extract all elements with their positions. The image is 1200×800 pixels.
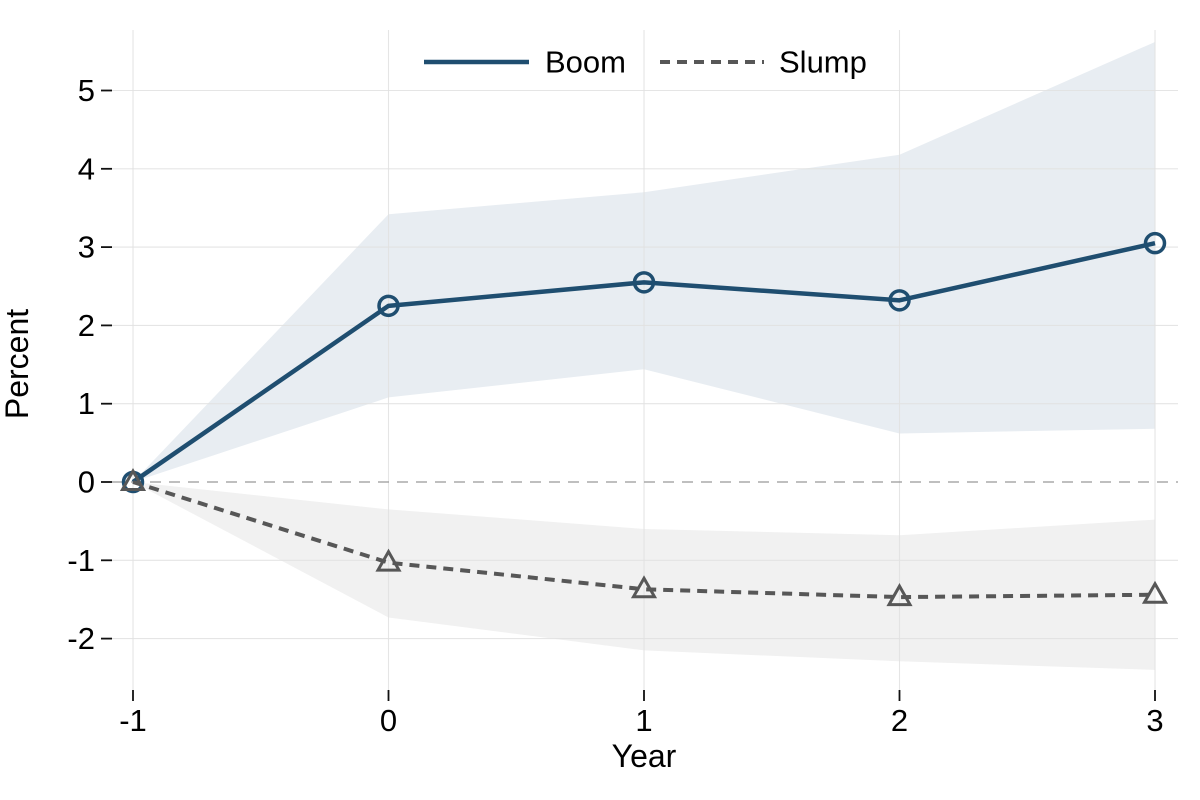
- x-axis-title: Year: [612, 738, 677, 774]
- marker-circle-boom: [632, 271, 656, 294]
- marker-triangle-slump: [375, 548, 402, 572]
- y-tick-label: -1: [67, 543, 95, 578]
- x-tick-label: 2: [891, 703, 908, 738]
- y-tick-label: 4: [78, 151, 95, 186]
- series-line-slump: [132, 480, 1156, 600]
- y-tick-label: 1: [78, 386, 95, 421]
- series-line-boom: [131, 240, 1156, 484]
- x-tick-label: 0: [380, 703, 397, 738]
- y-tick-label: 2: [78, 308, 95, 343]
- marker-triangle-slump: [119, 467, 147, 491]
- marker-triangle-slump: [630, 575, 658, 599]
- marker-triangle-slump: [1141, 580, 1169, 604]
- y-tick-label: 5: [78, 73, 95, 108]
- marker-triangle-slump: [886, 583, 913, 607]
- legend-label-boom: Boom: [545, 45, 626, 80]
- x-tick-label: 3: [1146, 703, 1163, 738]
- legend-label-slump: Slump: [779, 45, 867, 80]
- marker-circle-boom: [377, 294, 400, 318]
- y-tick-label: 3: [78, 230, 95, 265]
- x-tick-label: 1: [635, 703, 652, 738]
- marker-circle-boom: [1143, 231, 1167, 255]
- x-tick-label: -1: [119, 703, 147, 738]
- y-tick-label: -2: [67, 621, 95, 656]
- marker-circle-boom: [888, 289, 911, 312]
- y-tick-label: 0: [78, 465, 95, 500]
- y-axis-title: Percent: [0, 309, 35, 419]
